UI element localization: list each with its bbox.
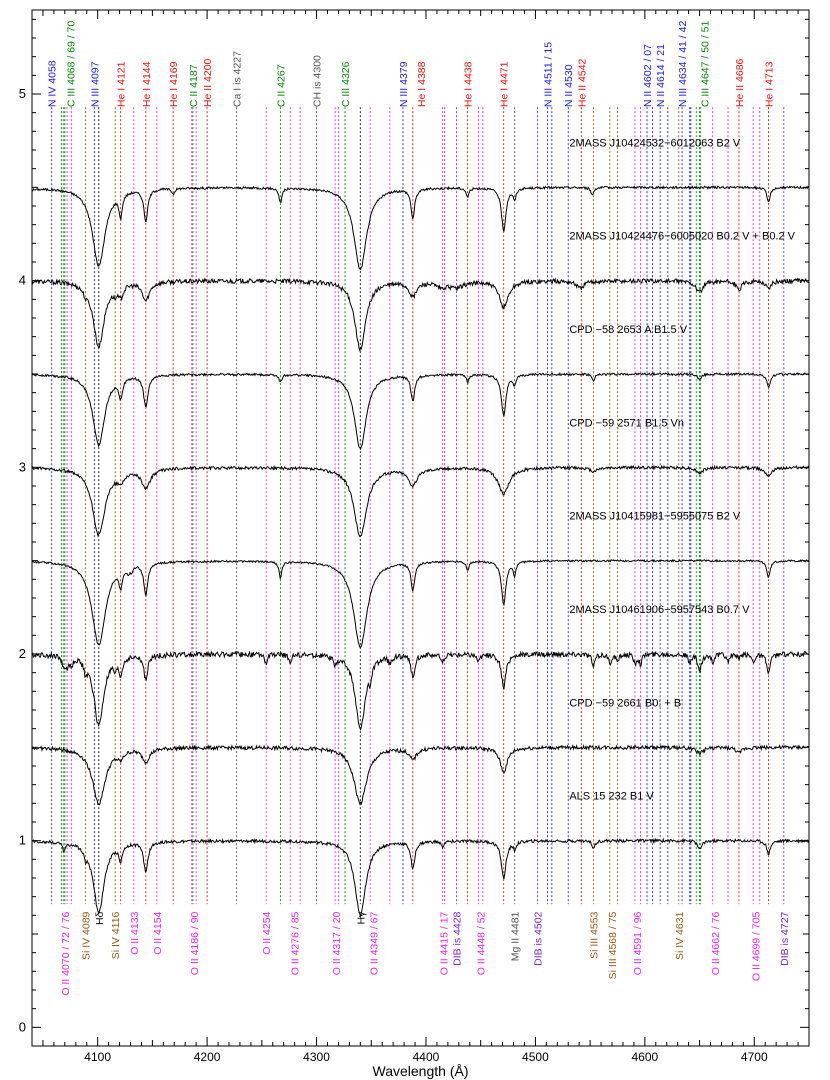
bottom-line-label: O II 4276 / 85 [290, 911, 302, 975]
spectrum-line [31, 185, 809, 270]
top-line-label: He I 4144 [141, 61, 153, 107]
top-line-label: He I 4438 [463, 61, 475, 107]
bottom-line-label: DIB is 4502 [533, 911, 545, 965]
bottom-line-label: O II 4317 / 20 [331, 911, 343, 975]
series-label: 2MASS J10415981−5955075 B2 V [569, 511, 741, 523]
spectrum-line [31, 371, 810, 451]
bottom-line-label: O II 4254 [261, 911, 273, 954]
top-line-label: He I 4713 [764, 61, 776, 107]
top-line-label: Ca I is 4227 [232, 51, 244, 107]
top-line-label: He I 4471 [499, 61, 511, 107]
spectrum-line [31, 837, 810, 919]
bottom-line-label: O II 4133 [129, 911, 141, 954]
bottom-line-label: DIB is 4428 [452, 911, 464, 965]
spectrum-line [31, 743, 810, 806]
bottom-line-label: O II 4070 / 72 / 76 [60, 911, 72, 995]
x-tick-label: 4200 [194, 1050, 221, 1064]
top-line-label: He II 4686 [734, 58, 746, 107]
bottom-line-label: O II 4591 / 96 [632, 911, 644, 975]
y-tick-label: 1 [19, 833, 26, 848]
bottom-line-label: Si IV 4631 [674, 911, 686, 960]
bottom-line-label: DIB is 4727 [779, 911, 791, 965]
top-line-label: C II 4267 [275, 64, 287, 107]
y-tick-label: 2 [19, 646, 26, 661]
top-line-label: N II 4602 / 07 [642, 44, 654, 107]
series-label: 2MASS J10424476−6005020 B0.2 V + B0.2 V [569, 231, 795, 243]
top-line-label: C III 4068 / 69 / 70 [66, 21, 78, 108]
y-tick-label: 0 [19, 1019, 26, 1034]
bottom-line-label: O II 4699 / 705 [750, 911, 762, 981]
series-label: 2MASS J10461906−5957543 B0.7 V [569, 604, 750, 616]
top-line-label: He I 4169 [168, 61, 180, 107]
top-line-label: He II 4200 [202, 58, 214, 107]
bottom-line-label: O II 4154 [152, 911, 164, 954]
spectrum-line [31, 650, 809, 731]
top-line-label: N III 4097 [89, 61, 101, 107]
spectrum-line [31, 277, 810, 353]
x-tick-label: 4600 [631, 1050, 658, 1064]
x-tick-label: 4100 [84, 1050, 111, 1064]
spectrum-line [31, 558, 809, 648]
y-tick-label: 5 [19, 86, 26, 101]
x-tick-label: 4300 [303, 1050, 330, 1064]
top-line-label: He I 4388 [416, 61, 428, 107]
bottom-line-label: O II 4349 / 67 [368, 911, 380, 975]
bottom-line-label: Si III 4568 / 75 [607, 911, 619, 979]
bottom-line-label: Hγ [355, 911, 367, 925]
series-label: ALS 15 232 B1 V [569, 791, 654, 803]
x-axis-label: Wavelength (Å) [373, 1063, 469, 1079]
x-tick-label: 4500 [522, 1050, 549, 1064]
series-label-layer: 2MASS J10424532−6012063 B2 V 2MASS J10424… [569, 137, 795, 802]
top-line-label: N III 4379 [398, 61, 410, 107]
top-line-label: N II 4530 [563, 64, 575, 107]
top-line-label: N III 4511 / 15 [542, 42, 554, 107]
bottom-line-label: O II 4186 / 90 [189, 911, 201, 975]
top-line-label: N IV 4058 [47, 60, 59, 107]
plot-frame [31, 9, 810, 1047]
series-label: CPD −58 2653 A B1.5 V [569, 324, 687, 336]
series-label: CPD −59 2571 B1.5 Vn [569, 417, 684, 429]
spectra-layer [31, 185, 810, 919]
top-line-label: N III 4634 / 41 / 42 [677, 21, 689, 108]
x-tick-label: 4400 [413, 1050, 440, 1064]
x-tick-label: 4700 [741, 1050, 768, 1064]
bottom-line-label: Mg II 4481 [510, 911, 522, 961]
series-label: 2MASS J10424532−6012063 B2 V [569, 137, 741, 149]
bottom-line-label: Si IV 4116 [110, 911, 122, 959]
bottom-line-label: Si IV 4089 [81, 911, 93, 960]
axes: 4100 4200 4300 4400 4500 4600 4700 0 1 2 3 4 5 [19, 9, 810, 1064]
top-line-label: C II 4187 [188, 64, 200, 107]
top-line-label: He II 4542 [576, 58, 588, 107]
bottom-line-label: O II 4415 / 17 [438, 911, 450, 975]
bottom-line-label: O II 4448 / 52 [476, 911, 488, 975]
series-label: CPD −59 2661 B0: + B [569, 697, 681, 709]
bottom-line-label: Hδ [94, 911, 106, 925]
top-line-label: C III 4326 [340, 61, 352, 107]
bottom-line-label: Si III 4553 [588, 911, 600, 958]
bottom-line-label: O II 4662 / 76 [710, 911, 722, 975]
top-line-label: CH is 4300 [312, 55, 324, 107]
line-marker-layer [51, 107, 785, 905]
y-tick-label: 3 [19, 459, 26, 474]
spectrum-line [31, 464, 810, 538]
top-line-label: C III 4647 / 50 / 51 [699, 21, 711, 108]
y-tick-label: 4 [19, 273, 26, 288]
top-line-label: He I 4121 [116, 61, 128, 107]
line-label-layer: N IV 4058 C III 4068 / 69 / 70 N III 4097 H… [47, 21, 791, 996]
top-line-label: N II 4614 / 21 [655, 44, 667, 107]
